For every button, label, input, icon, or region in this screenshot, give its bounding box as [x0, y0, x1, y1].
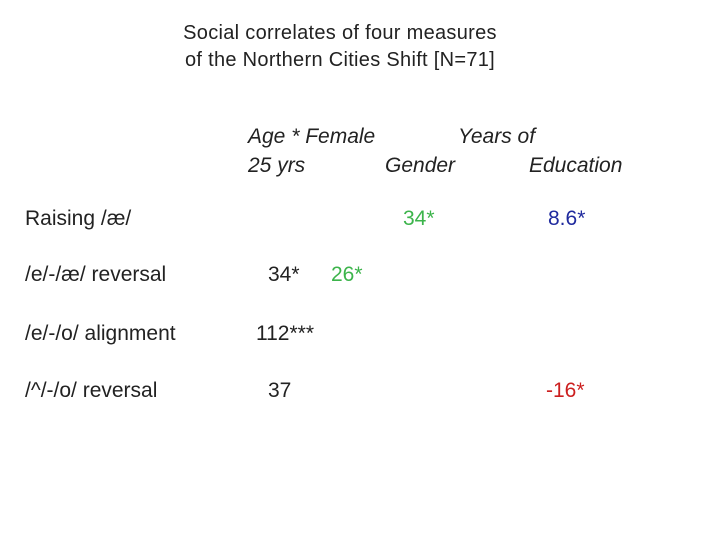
raising-education-value: 8.6*	[548, 207, 586, 230]
header-education-line-1: Years of	[458, 125, 536, 148]
e-o-alignment-age-female-value: 112***	[256, 322, 314, 345]
e-ae-reversal-gender-value: 26*	[331, 263, 363, 286]
row-label-caret-o-reversal: /^/-/o/ reversal	[25, 379, 158, 402]
row-label-raising: Raising /æ/	[25, 207, 132, 230]
row-label-e-o-alignment: /e/-/o/ alignment	[25, 322, 176, 345]
header-education-line-2: Education	[529, 154, 623, 177]
caret-o-reversal-age-female-value: 37	[268, 379, 292, 402]
caret-o-reversal-education-value: -16*	[546, 379, 585, 402]
header-age-female-line-2: 25 yrs	[248, 154, 306, 177]
e-ae-reversal-age-female-value: 34*	[268, 263, 300, 286]
title-line-2: of the Northern Cities Shift [N=71]	[184, 49, 496, 71]
title-line-1: Social correlates of four measures	[183, 22, 497, 44]
raising-gender-value: 34*	[403, 207, 435, 230]
row-label-e-ae-reversal: /e/-/æ/ reversal	[25, 263, 167, 286]
header-age-female-line-1: Age * Female	[248, 125, 376, 148]
header-gender: Gender	[385, 154, 456, 177]
